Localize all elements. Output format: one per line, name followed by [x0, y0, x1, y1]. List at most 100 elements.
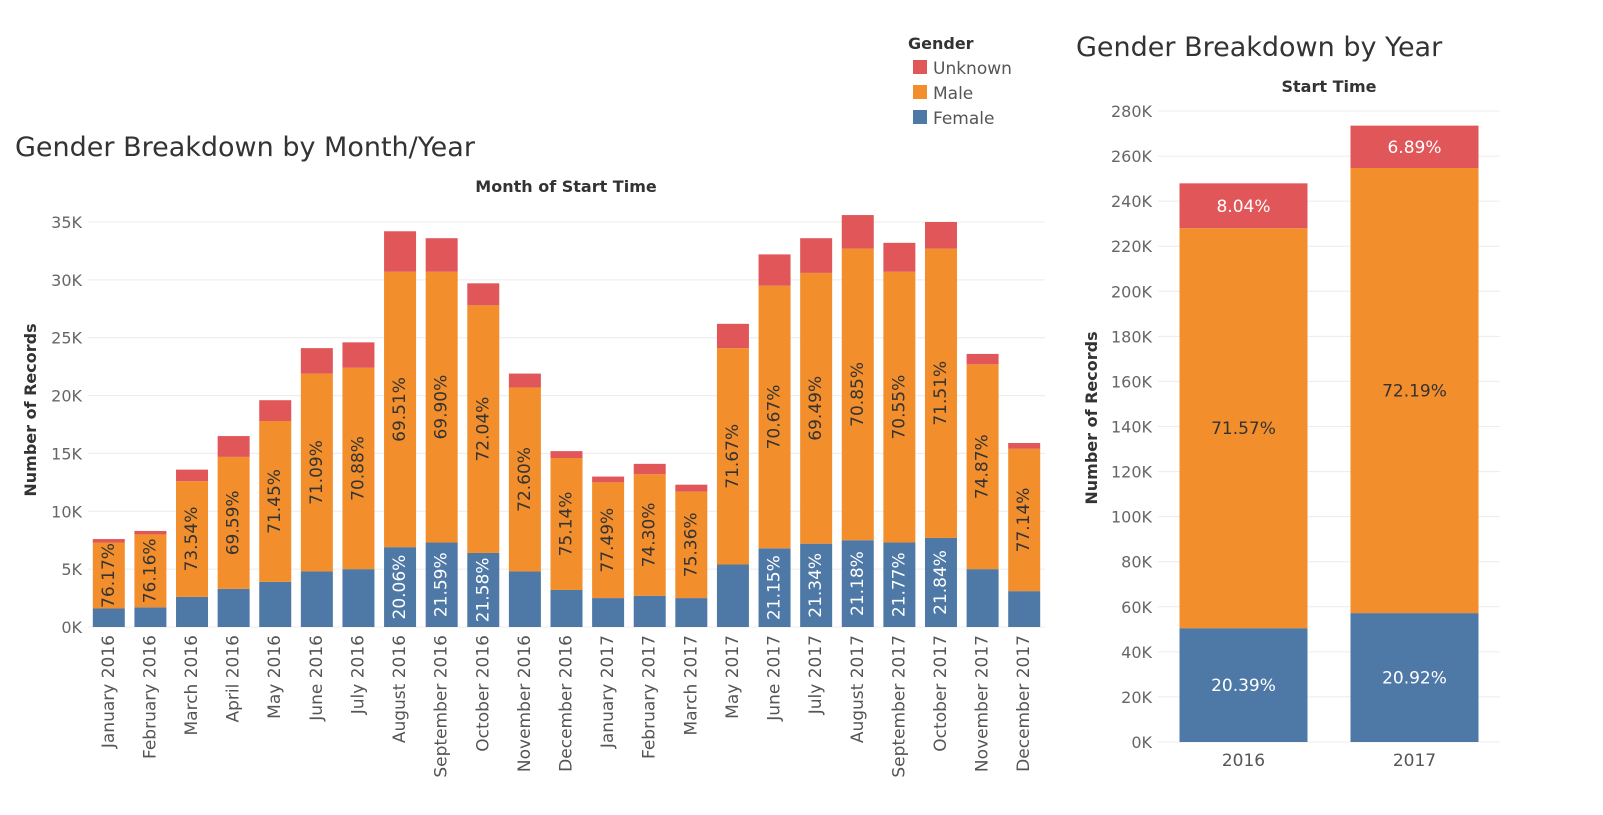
bar-segment-male-march-2017[interactable] — [675, 491, 708, 599]
bar-segment-male-february-2016[interactable] — [134, 534, 167, 608]
bar-segment-male-june-2016[interactable] — [300, 373, 333, 572]
bar-segment-female-march-2016[interactable] — [176, 596, 209, 627]
bar-label-male: 69.59% — [224, 490, 244, 555]
x-category-label: October 2016 — [473, 635, 493, 752]
bar-segment-female-february-2017[interactable] — [633, 595, 666, 627]
bar-segment-male-january-2016[interactable] — [92, 542, 125, 609]
x-category-label: December 2017 — [1014, 635, 1034, 772]
bar-segment-male-july-2017[interactable] — [800, 272, 833, 544]
bar-segment-male-october-2016[interactable] — [467, 305, 500, 553]
bar-label-male: 76.16% — [140, 538, 160, 603]
x-category-label: December 2016 — [557, 635, 577, 772]
bar-segment-male-october-2017[interactable] — [924, 248, 957, 538]
bar-segment-unknown-november-2016[interactable] — [508, 373, 541, 388]
bar-segment-female-october-2016[interactable] — [467, 552, 500, 627]
bar-segment-female-august-2016[interactable] — [384, 547, 417, 627]
bar-segment-male-august-2017[interactable] — [841, 248, 874, 541]
bar-segment-female-september-2016[interactable] — [425, 542, 458, 627]
bar-segment-unknown-2016[interactable] — [1179, 183, 1308, 229]
bar-segment-female-october-2017[interactable] — [924, 537, 957, 627]
bar-segment-unknown-december-2017[interactable] — [1008, 443, 1041, 449]
bar-segment-female-february-2016[interactable] — [134, 607, 167, 627]
bar-label-male: 70.88% — [348, 436, 368, 501]
bar-segment-unknown-november-2017[interactable] — [966, 353, 999, 365]
bar-segment-female-june-2016[interactable] — [300, 571, 333, 627]
bar-segment-female-2016[interactable] — [1179, 628, 1308, 742]
bar-segment-male-july-2016[interactable] — [342, 367, 375, 570]
bar-segment-female-2017[interactable] — [1350, 613, 1479, 742]
bar-segment-female-january-2016[interactable] — [92, 608, 125, 627]
bar-segment-male-may-2016[interactable] — [259, 421, 292, 582]
x-category-label: July 2017 — [806, 635, 826, 715]
bar-segment-unknown-march-2016[interactable] — [176, 469, 209, 482]
bar-segment-unknown-june-2017[interactable] — [758, 254, 791, 286]
y-tick-label: 20K — [1121, 688, 1152, 707]
bar-segment-unknown-march-2017[interactable] — [675, 484, 708, 492]
bar-segment-female-december-2016[interactable] — [550, 589, 583, 627]
y-tick-label: 120K — [1111, 463, 1153, 482]
bar-segment-male-february-2017[interactable] — [633, 474, 666, 596]
bar-segment-unknown-august-2017[interactable] — [841, 215, 874, 249]
bar-segment-female-december-2017[interactable] — [1008, 591, 1041, 627]
bar-label-male: 69.49% — [806, 376, 826, 441]
bar-segment-female-july-2017[interactable] — [800, 543, 833, 627]
bar-label-male: 77.14% — [1014, 488, 1034, 553]
bar-segment-female-september-2017[interactable] — [883, 542, 916, 627]
y-tick-label: 5K — [61, 560, 82, 579]
x-category-label: November 2016 — [515, 635, 535, 772]
bar-label-male: 69.51% — [390, 377, 410, 442]
x-category-label: September 2016 — [432, 635, 452, 778]
bar-segment-male-november-2016[interactable] — [508, 387, 541, 572]
bar-label-male: 76.17% — [99, 543, 119, 608]
bar-segment-unknown-january-2016[interactable] — [92, 539, 125, 543]
bar-segment-male-september-2017[interactable] — [883, 271, 916, 543]
bar-segment-unknown-september-2016[interactable] — [425, 238, 458, 272]
bar-segment-unknown-july-2017[interactable] — [800, 238, 833, 273]
x-category-label: January 2016 — [99, 635, 119, 749]
bar-segment-male-may-2017[interactable] — [716, 348, 749, 565]
bar-segment-unknown-may-2016[interactable] — [259, 400, 292, 422]
bar-segment-unknown-may-2017[interactable] — [716, 323, 749, 349]
bar-segment-male-2017[interactable] — [1350, 168, 1479, 614]
bar-segment-unknown-june-2016[interactable] — [300, 348, 333, 374]
bar-segment-unknown-october-2016[interactable] — [467, 283, 500, 306]
yearly-y-axis-title: Number of Records — [1082, 331, 1101, 504]
bar-segment-unknown-january-2017[interactable] — [592, 476, 625, 483]
bar-segment-male-december-2016[interactable] — [550, 458, 583, 590]
bar-segment-unknown-december-2016[interactable] — [550, 451, 583, 459]
bar-segment-female-november-2017[interactable] — [966, 569, 999, 627]
bar-segment-male-june-2017[interactable] — [758, 285, 791, 549]
bar-segment-female-march-2017[interactable] — [675, 598, 708, 627]
bar-segment-female-january-2017[interactable] — [592, 598, 625, 627]
bar-segment-unknown-february-2017[interactable] — [633, 463, 666, 475]
bar-segment-male-september-2016[interactable] — [425, 271, 458, 543]
bar-segment-female-june-2017[interactable] — [758, 548, 791, 627]
bar-segment-male-december-2017[interactable] — [1008, 448, 1041, 592]
bar-segment-male-november-2017[interactable] — [966, 364, 999, 570]
bar-segment-male-august-2016[interactable] — [384, 271, 417, 548]
bar-segment-female-may-2016[interactable] — [259, 581, 292, 627]
bar-segment-unknown-october-2017[interactable] — [924, 222, 957, 249]
bar-segment-female-july-2016[interactable] — [342, 569, 375, 627]
bar-segment-male-april-2016[interactable] — [217, 456, 250, 589]
bar-label-unknown: 6.89% — [1387, 138, 1441, 158]
bar-segment-female-april-2016[interactable] — [217, 588, 250, 627]
bar-label-male: 75.36% — [681, 512, 701, 577]
bar-segment-male-2016[interactable] — [1179, 228, 1308, 629]
bar-segment-unknown-august-2016[interactable] — [384, 231, 417, 272]
bar-segment-female-november-2016[interactable] — [508, 571, 541, 627]
bar-segment-unknown-july-2016[interactable] — [342, 342, 375, 368]
x-category-label: October 2017 — [931, 635, 951, 752]
bar-segment-male-january-2017[interactable] — [592, 482, 625, 599]
y-tick-label: 0K — [61, 618, 82, 637]
monthly-chart-title: Gender Breakdown by Month/Year — [15, 132, 476, 163]
y-tick-label: 260K — [1111, 147, 1153, 166]
bar-segment-unknown-april-2016[interactable] — [217, 436, 250, 457]
bar-segment-unknown-february-2016[interactable] — [134, 530, 167, 535]
bar-segment-female-may-2017[interactable] — [716, 564, 749, 627]
bar-segment-unknown-2017[interactable] — [1350, 125, 1479, 169]
bar-segment-male-march-2016[interactable] — [176, 481, 209, 597]
y-tick-label: 180K — [1111, 327, 1153, 346]
bar-segment-unknown-september-2017[interactable] — [883, 242, 916, 272]
bar-segment-female-august-2017[interactable] — [841, 540, 874, 627]
